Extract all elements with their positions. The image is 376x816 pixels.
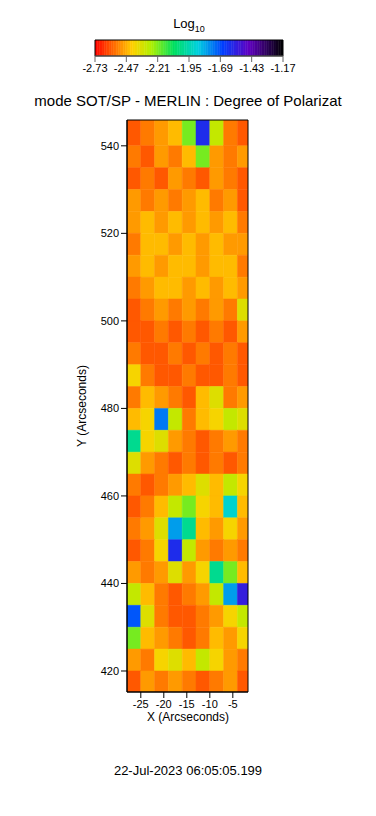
svg-text:520: 520	[101, 227, 119, 239]
svg-text:22-Jul-2023 06:05:05.199: 22-Jul-2023 06:05:05.199	[114, 763, 262, 778]
svg-text:-1.95: -1.95	[176, 62, 201, 74]
svg-text:Y (Arcseconds): Y (Arcseconds)	[75, 365, 89, 447]
svg-text:X (Arcseconds): X (Arcseconds)	[147, 710, 229, 724]
svg-text:540: 540	[101, 140, 119, 152]
svg-text:-5: -5	[228, 698, 238, 710]
svg-text:-2.73: -2.73	[82, 62, 107, 74]
svg-text:-25: -25	[133, 698, 149, 710]
svg-text:-15: -15	[179, 698, 195, 710]
svg-text:-20: -20	[156, 698, 172, 710]
svg-text:440: 440	[101, 577, 119, 589]
svg-text:-1.69: -1.69	[208, 62, 233, 74]
svg-text:500: 500	[101, 315, 119, 327]
svg-text:420: 420	[101, 665, 119, 677]
svg-text:-2.47: -2.47	[114, 62, 139, 74]
svg-text:460: 460	[101, 490, 119, 502]
svg-text:-1.17: -1.17	[270, 62, 295, 74]
svg-text:-2.21: -2.21	[145, 62, 170, 74]
svg-text:480: 480	[101, 402, 119, 414]
svg-text:-1.43: -1.43	[239, 62, 264, 74]
svg-text:Log10: Log10	[173, 16, 205, 34]
svg-text:-10: -10	[202, 698, 218, 710]
svg-text:mode SOT/SP - MERLIN : Degree: mode SOT/SP - MERLIN : Degree of Polariz…	[34, 92, 342, 109]
